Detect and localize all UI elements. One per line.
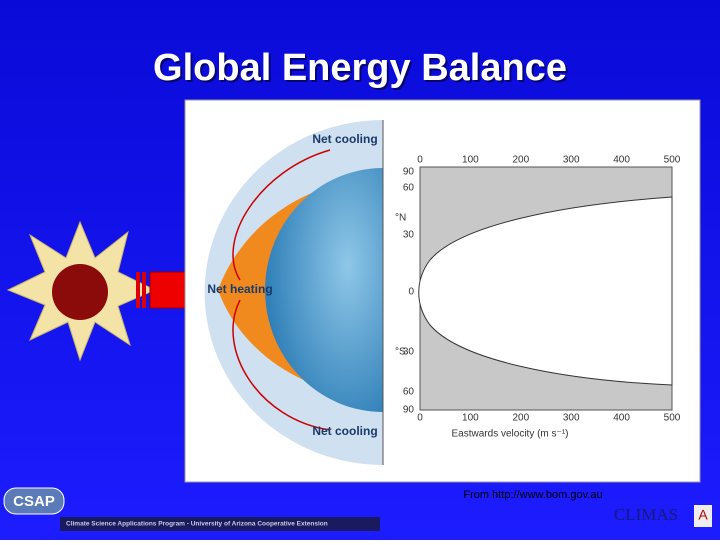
latitude-tick: 60 [403,183,415,194]
title: Global Energy Balance [153,47,567,89]
footer-band [60,517,380,531]
label-middle: Net heating [207,282,272,296]
velocity-tick-bottom: 100 [462,413,479,424]
arrow-tail [142,272,146,308]
latitude-tick: 30 [403,347,415,358]
hemisphere-north: °N [395,213,406,224]
velocity-tick-bottom: 0 [417,413,423,424]
source: From http://www.bom.gov.au [463,489,602,501]
velocity-tick-bottom: 300 [563,413,580,424]
hemisphere-south: °S [395,347,406,358]
velocity-tick-top: 200 [512,155,529,166]
latitude-tick: 60 [403,387,415,398]
footer-program: Climate Science Applications Program - U… [66,521,328,528]
brand-mark: A [698,507,708,523]
title-shadow: Global Energy Balance [155,49,569,91]
latitude-tick: 90 [403,167,415,178]
velocity-tick-bottom: 400 [613,413,630,424]
velocity-tick-top: 300 [563,155,580,166]
velocity-tick-top: 0 [417,155,423,166]
velocity-tick-top: 500 [664,155,681,166]
sun [52,264,108,320]
arrow-tail [136,272,140,308]
climas: CLIMAS [614,505,678,524]
csap-text: CSAP [13,493,55,510]
latitude-tick: 30 [403,230,415,241]
velocity-tick-top: 100 [462,155,479,166]
latitude-tick: 90 [403,405,415,416]
label-bottom: Net cooling [312,424,377,438]
brand-mark-box [694,505,712,527]
velocity-profile [418,196,673,386]
latitude-tick: 0 [408,287,414,298]
velocity-tick-bottom: 500 [664,413,681,424]
velocity-tick-bottom: 200 [512,413,529,424]
x-axis-title: Eastwards velocity (m s⁻¹) [452,429,569,440]
label-top: Net cooling [312,132,377,146]
csap-logo [3,487,65,515]
velocity-tick-top: 400 [613,155,630,166]
circulation [232,149,331,431]
earth [265,168,383,412]
